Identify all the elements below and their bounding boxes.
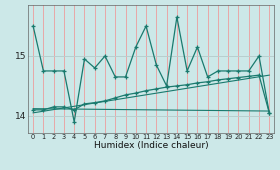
X-axis label: Humidex (Indice chaleur): Humidex (Indice chaleur) (94, 141, 209, 150)
